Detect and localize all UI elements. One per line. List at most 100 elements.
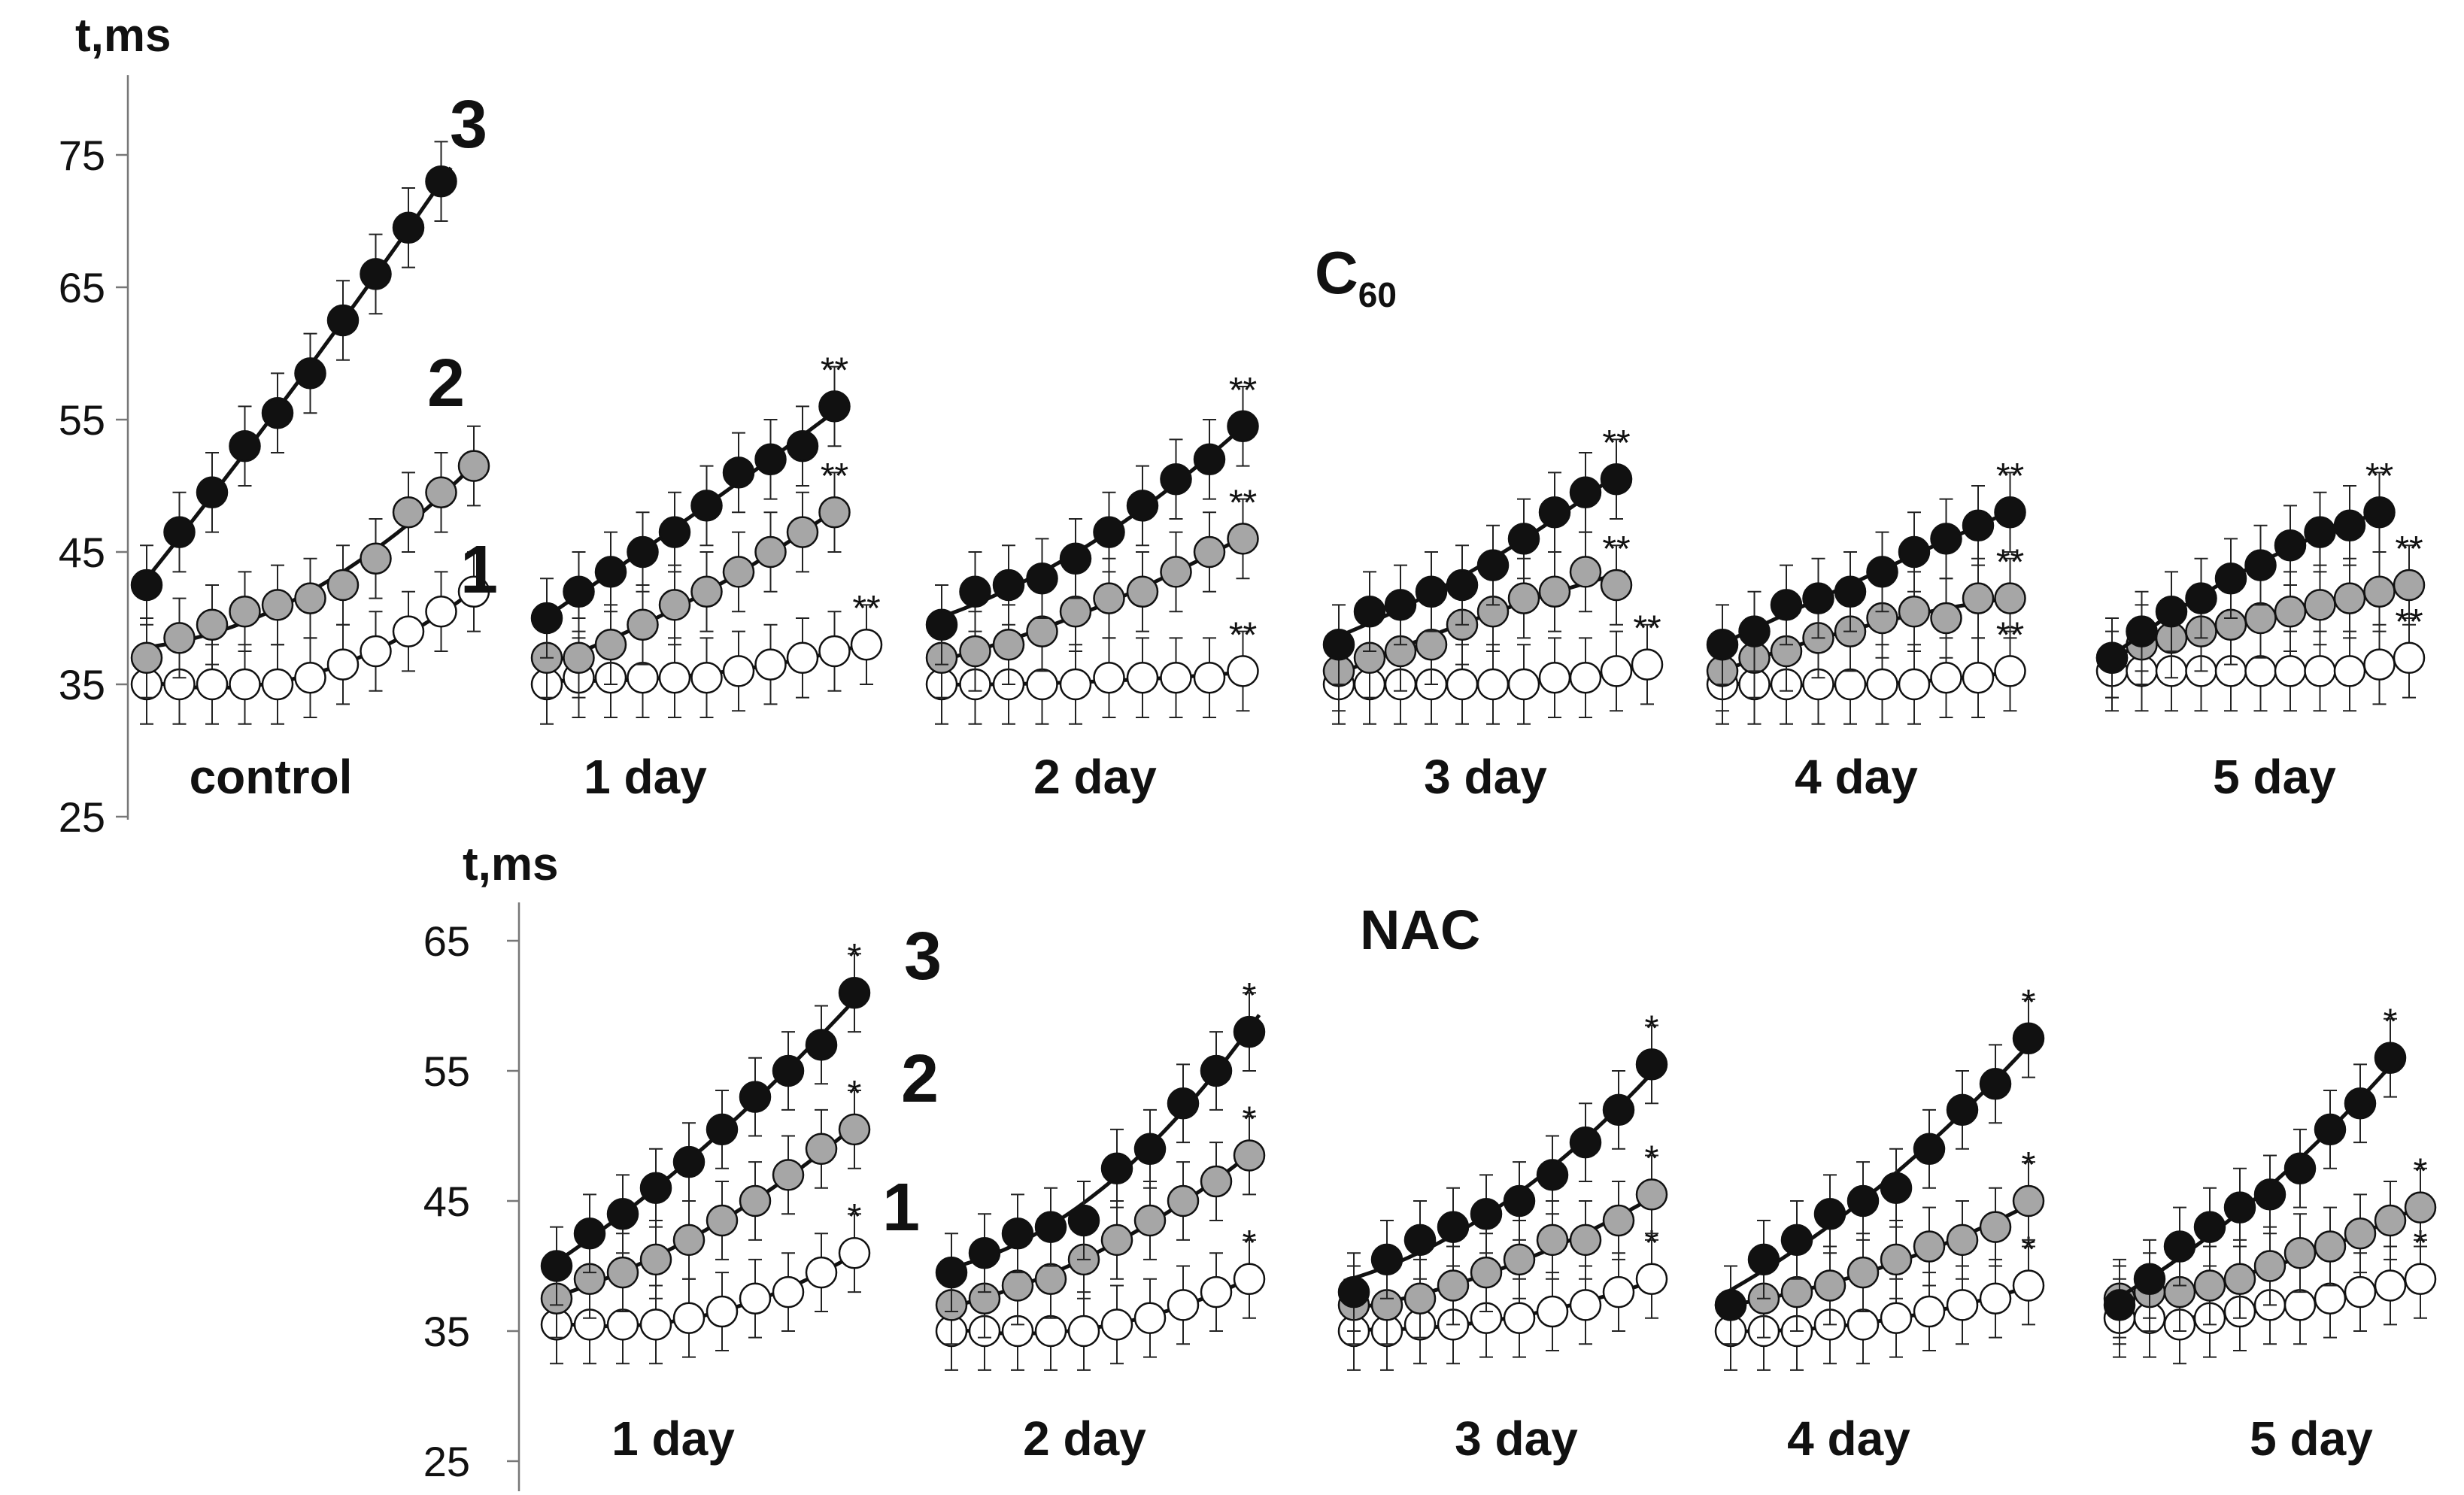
data-point-series-2	[392, 496, 425, 529]
significance-marker: *	[2022, 983, 2036, 1023]
data-point-series-1	[1979, 1282, 2012, 1315]
data-point-series-3	[130, 569, 163, 602]
subpanel-top-1: 1 day ** ** **	[530, 350, 883, 804]
data-point-series-3	[1200, 1054, 1233, 1087]
data-point-series-3	[360, 258, 392, 290]
data-point-series-1	[1034, 1315, 1067, 1348]
data-point-series-3	[1507, 523, 1540, 555]
data-point-series-3	[1001, 1218, 1034, 1250]
data-point-series-3	[1813, 1198, 1846, 1230]
data-point-series-2	[1503, 1243, 1536, 1276]
significance-marker: **	[821, 456, 848, 496]
data-point-series-3	[2314, 1113, 2347, 1146]
data-point-series-3	[1930, 523, 1962, 555]
significance-marker: *	[848, 1197, 862, 1237]
data-point-series-2	[1227, 523, 1259, 555]
data-point-series-3	[294, 357, 326, 390]
significance-marker: *	[1243, 1224, 1257, 1263]
data-point-series-1	[1569, 1289, 1602, 1321]
data-point-series-3	[1538, 496, 1571, 529]
data-point-series-3	[959, 575, 991, 608]
data-point-series-2	[1946, 1224, 1979, 1257]
data-point-series-2	[805, 1133, 838, 1166]
series-label-2-top: 2	[427, 346, 465, 421]
data-point-series-3	[1866, 556, 1898, 588]
significance-marker: **	[1996, 456, 2024, 496]
data-point-series-2	[2314, 1230, 2347, 1263]
data-point-series-3	[627, 535, 659, 569]
subpanel-bottom-0: 1 day * * *	[540, 937, 871, 1466]
data-point-series-1	[658, 661, 691, 694]
data-point-series-3	[163, 516, 196, 548]
subpanel-bottom-4: 5 day***	[2103, 1002, 2437, 1466]
significance-marker: *	[2414, 1152, 2428, 1192]
data-point-series-2	[2304, 589, 2336, 621]
data-point-series-3	[1470, 1198, 1503, 1230]
series-label-1-top: 1	[460, 532, 498, 608]
series-label-3-top: 3	[450, 87, 487, 162]
data-point-series-2	[2344, 1218, 2377, 1250]
data-point-series-1	[2283, 1289, 2317, 1321]
subpanel-label: 3 day	[1455, 1412, 1578, 1466]
data-point-series-3	[1415, 575, 1448, 608]
data-point-series-1	[754, 648, 787, 681]
data-point-series-2	[130, 641, 163, 675]
data-point-series-3	[1503, 1184, 1536, 1218]
data-point-series-3	[1714, 1289, 1747, 1321]
data-point-series-2	[1880, 1243, 1913, 1276]
data-point-series-3	[1846, 1184, 1880, 1218]
subpanel-bottom-2: 3 day***	[1337, 1008, 1668, 1466]
data-point-series-1	[722, 655, 755, 687]
series-label-3-bottom: 3	[904, 919, 942, 994]
data-point-series-3	[1233, 1015, 1266, 1048]
data-point-series-3	[425, 165, 457, 198]
data-point-series-3	[935, 1256, 968, 1289]
data-point-series-2	[360, 542, 392, 575]
significance-marker: **	[821, 350, 848, 390]
data-point-series-2	[706, 1204, 739, 1237]
data-point-series-3	[2363, 496, 2396, 529]
data-point-series-3	[2012, 1022, 2045, 1054]
data-point-series-3	[1802, 582, 1834, 614]
data-point-series-2	[2223, 1263, 2256, 1296]
data-point-series-1	[294, 661, 326, 694]
data-point-series-1	[639, 1309, 672, 1341]
data-point-series-2	[1635, 1178, 1668, 1211]
subpanel-label: 5 day	[2213, 750, 2336, 804]
subpanel-label: 5 day	[2250, 1412, 2373, 1466]
data-point-series-3	[1403, 1224, 1437, 1257]
data-point-series-3	[690, 490, 723, 522]
subpanel-label: 3 day	[1424, 750, 1547, 804]
data-point-series-2	[1160, 556, 1192, 588]
data-point-series-3	[2193, 1211, 2226, 1243]
data-point-series-2	[326, 569, 360, 602]
significance-marker: **	[1229, 371, 1257, 411]
data-point-series-3	[1569, 476, 1602, 509]
data-point-series-2	[196, 608, 229, 641]
data-point-series-3	[2103, 1289, 2136, 1321]
data-point-series-1	[1100, 1309, 1133, 1341]
data-point-series-1	[2393, 641, 2426, 675]
data-point-series-2	[229, 595, 261, 628]
y-tick-label: 65	[423, 917, 470, 965]
y-tick-label: 35	[59, 661, 105, 708]
significance-marker: **	[852, 589, 880, 629]
significance-marker: **	[1229, 483, 1257, 523]
data-point-series-1	[1193, 661, 1226, 694]
panel-bottom: 25 35 45 55 65 1 day * * * 2 day * * * 3 day * * * 4 day *…	[423, 902, 2437, 1491]
data-point-series-3	[772, 1054, 805, 1087]
data-point-series-3	[2223, 1191, 2256, 1224]
subpanel-label: 2 day	[1023, 1412, 1146, 1466]
subpanel-label: 2 day	[1033, 750, 1157, 804]
data-point-series-1	[2314, 1282, 2347, 1315]
data-point-series-2	[722, 556, 755, 588]
data-point-series-1	[706, 1295, 739, 1328]
data-point-series-2	[1034, 1263, 1067, 1296]
data-point-series-3	[2244, 549, 2277, 581]
data-point-series-1	[1133, 1302, 1167, 1334]
data-point-series-1	[2344, 1275, 2377, 1309]
data-point-series-2	[1470, 1256, 1503, 1289]
data-point-series-1	[1200, 1275, 1233, 1309]
